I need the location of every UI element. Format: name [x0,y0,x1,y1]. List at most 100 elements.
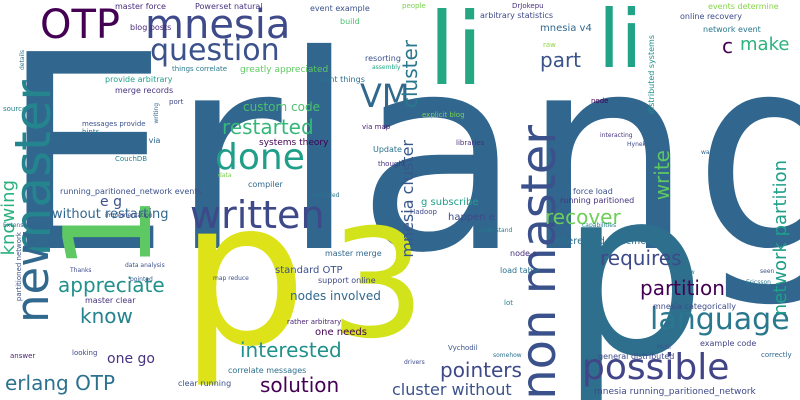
cloud-word-li: li [428,0,484,108]
cloud-word-vm: VM [360,77,410,115]
cloud-word-written: written [190,193,325,237]
cloud-word-extensions: Extensions [3,222,36,229]
cloud-word-via-map: via map [362,123,391,131]
cloud-word-hynek: Hynek [627,141,647,148]
cloud-word-li: li [598,0,643,86]
cloud-word-people: people [402,2,426,10]
cloud-word-node-s: node s [510,249,537,258]
cloud-word-blog-posts: blog posts [130,23,172,32]
cloud-word-network-event: network event [703,25,761,34]
cloud-word-requires: requires [600,246,682,270]
cloud-word-network-partition: network partition [770,160,791,316]
cloud-word-general-distributed: general distributed [598,352,675,361]
cloud-word-force-load: force load [573,187,613,196]
cloud-word-e-g: e g [100,194,122,210]
cloud-word-source: source [3,105,27,113]
cloud-word-raw: raw [543,41,556,49]
cloud-word-understand: understand [478,227,513,234]
cloud-word-one-needs: one needs [315,327,367,338]
cloud-word-happen-e: happen e [448,212,495,223]
cloud-word-online-recovery: online recovery [680,12,742,21]
cloud-word-somehow: somehow [493,352,522,359]
cloud-word-node: node [591,97,609,105]
cloud-word-g-subscribe: g subscribe [421,197,479,208]
cloud-word-pointed: pointed [130,276,153,283]
cloud-word-couchdb: CouchDB [115,155,148,163]
cloud-word-things-correlate: things correlate [172,65,228,73]
cloud-word-part: part [540,48,582,72]
cloud-word-make: make [740,34,790,55]
cloud-word-hadoop: Hadoop [410,208,438,216]
cloud-word-standard-otp: standard OTP [275,265,343,276]
cloud-word-messages-provide: messages provide [82,120,146,128]
cloud-word-capabilities: capabilities [582,222,617,229]
cloud-word-interacting: interacting [600,132,633,139]
cloud-word-want: want [701,149,716,156]
cloud-word-nw: nw [686,269,695,276]
cloud-word-without-restarting: without restarting [52,207,169,222]
cloud-word-drivers: drivers [404,359,425,366]
cloud-word-port: port [169,98,184,106]
cloud-word-answer: answer [10,352,36,360]
cloud-word-clear-running: clear running [178,379,232,388]
cloud-word-done: done [215,137,305,178]
cloud-word-seen: seen [760,268,775,275]
cloud-word-lot: lot [504,299,513,307]
cloud-word-merge-records: merge records [115,86,174,95]
cloud-word-thought: thought [378,160,406,168]
cloud-word-know: know [80,304,133,328]
cloud-word-nodes-involved: nodes involved [290,289,381,303]
cloud-word-mnesia-running-paritioned-network: mnesia running_paritioned_network [594,387,756,397]
cloud-word-p: p [180,158,307,391]
cloud-word-count-things: count things [315,75,365,84]
cloud-word-looking: looking [72,349,98,357]
cloud-word-vychodil: Vychodil [448,344,478,352]
cloud-word-appreciate: appreciate [58,273,165,297]
cloud-word-thanks: Thanks [70,267,92,274]
cloud-word-interested: interested [240,338,342,362]
cloud-word-ericsson: Ericsson [746,279,771,286]
cloud-word-compiled: compiled [312,192,340,199]
cloud-word-master-merge: master merge [325,249,382,258]
cloud-word-master-force: master force [115,2,166,11]
cloud-word-resorting: resorting [365,54,401,63]
cloud-word-build: build [340,17,360,26]
cloud-word-drjokepu: DrJokepu [512,2,544,10]
cloud-word-compiler: compiler [248,180,283,189]
cloud-word-running-paritioned: running paritioned [560,196,635,205]
cloud-word-cluster-without: cluster without [392,380,512,399]
cloud-word-p: p [560,141,706,400]
cloud-word-partition: partition [640,276,725,300]
cloud-word-solution: solution [260,373,340,397]
cloud-word-recover: recover [545,205,621,229]
cloud-word-writing: writing [153,103,160,124]
cloud-word-event-example: event example [310,4,370,13]
cloud-word-c: c [722,34,733,58]
cloud-word-interested-specifically: interested specifically [554,236,664,247]
cloud-word-greatly-appreciated: greatly appreciated [240,65,329,75]
cloud-word-support-online: support online [318,276,376,285]
cloud-word-erlang-otp: erlang OTP [5,371,116,395]
cloud-word-mnesia-cluster: mnesia cluster [398,140,417,258]
cloud-word-pointers: pointers [440,358,522,382]
cloud-word-provide-arbitrary: provide arbitrary [105,75,173,84]
cloud-word-explicit-blog: explicit blog [422,111,465,119]
cloud-word-custom-code: custom code [243,100,320,114]
cloud-word-hints: hints [82,128,100,136]
cloud-word-example-code: example code [700,339,757,348]
cloud-word-implementation: implementation [105,212,153,219]
cloud-word-correlate-messages: correlate messages [228,366,307,375]
cloud-word-arbitrary-statistics: arbitrary statistics [480,11,554,20]
cloud-word-restarted: restarted [222,115,314,139]
cloud-word-running-paritioned-network-events: running_paritioned_network events [60,187,202,196]
cloud-word-mnesia-categorically: mnesia categorically [653,302,736,311]
cloud-word-necessarily-via: necessarily via [101,136,161,145]
cloud-word-data: data [218,172,232,179]
cloud-word-data-analysis: data analysis [125,262,165,269]
cloud-word-powerset-natural: Powerset natural [195,2,263,11]
cloud-word-systems-theory: systems theory [259,138,329,148]
cloud-word-partitioned-network: partitioned network [15,232,23,302]
cloud-word-possible: possible [582,347,730,388]
cloud-word-mnesia: mnesia [145,2,291,48]
